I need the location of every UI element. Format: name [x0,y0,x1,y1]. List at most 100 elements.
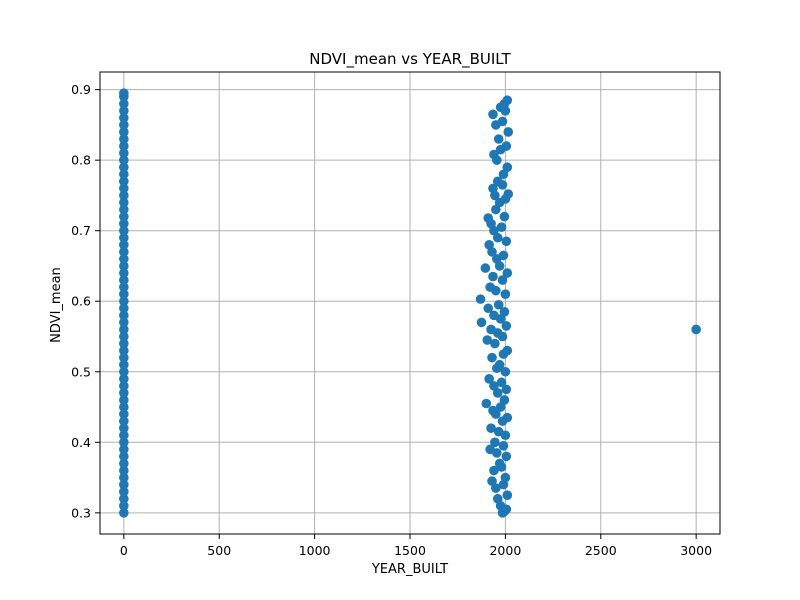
scatter-point [489,381,499,391]
scatter-point [119,155,129,165]
scatter-point [492,493,503,504]
scatter-point [119,120,129,130]
y-axis-label: NDVI_mean [49,267,64,343]
scatter-point [492,388,503,398]
scatter-point [501,141,512,151]
scatter-point [496,377,507,388]
scatter-point [119,162,129,173]
scatter-point [119,169,129,180]
scatter-point [119,416,129,426]
scatter-point [499,395,510,405]
scatter-point [119,282,129,292]
scatter-point [119,331,129,342]
x-tick-label: 0 [120,543,128,558]
scatter-point [119,268,129,278]
scatter-point [691,324,701,335]
scatter-point [119,240,129,250]
scatter-point [119,402,129,412]
scatter-point [502,490,513,501]
scatter-point [119,218,129,229]
x-axis-ticks: 0 500 1000 1500 2000 2500 3000 [120,534,712,558]
scatter-point [119,296,129,307]
scatter-point [119,430,129,441]
scatter-point [488,271,498,282]
scatter-point [502,95,513,106]
scatter-point [119,388,129,398]
scatter-point [489,465,499,476]
x-axis-label: YEAR_BUILT [371,562,448,577]
scatter-point [119,359,129,370]
scatter-point [485,444,495,455]
scatter-point [487,476,497,486]
scatter-point [490,338,500,349]
scatter-point [486,423,496,433]
scatter-point [497,116,508,127]
scatter-point [119,374,129,384]
scatter-point [498,169,509,180]
scatter-point [119,190,129,201]
scatter-point [475,294,486,304]
chart-title: NDVI_mean vs YEAR_BUILT [309,50,511,69]
scatter-point [119,204,129,215]
scatter-point [494,359,505,370]
scatter-point [119,148,129,158]
scatter-point [119,261,129,271]
scatter-point [119,409,129,419]
scatter-point [119,197,129,208]
scatter-point [501,451,512,462]
scatter-point [493,426,504,437]
scatter-point [487,352,497,363]
scatter-point [119,141,129,151]
scatter-point [119,479,129,490]
scatter-point [500,472,511,483]
scatter-point [119,303,129,314]
scatter-point [491,483,501,493]
scatter-point [484,240,494,250]
y-tick-label: 0.5 [71,364,91,379]
scatter-point [119,324,129,335]
scatter-point [119,176,129,187]
x-tick-label: 500 [207,543,231,558]
scatter-point [119,134,129,144]
scatter-point [119,352,129,363]
scatter-point [492,232,503,243]
scatter-point [119,310,129,321]
x-tick-label: 1500 [394,543,426,558]
scatter-point [119,98,129,109]
x-tick-label: 2000 [489,543,521,558]
y-tick-label: 0.3 [71,505,91,520]
y-tick-label: 0.9 [71,82,91,97]
scatter-point [119,275,129,285]
scatter-point [119,465,129,476]
scatter-point [119,508,129,518]
x-tick-label: 3000 [680,543,712,558]
scatter-point [483,213,494,223]
scatter-point [119,381,129,391]
y-tick-label: 0.6 [71,294,91,309]
scatter-point [481,398,492,409]
scatter-point [500,366,511,377]
scatter-point [119,289,129,299]
scatter-point [119,211,129,222]
x-tick-label: 1000 [299,543,331,558]
scatter-point [119,225,129,236]
scatter-point [502,268,513,278]
scatter-point [476,317,487,328]
scatter-point [119,458,129,469]
scatter-point [503,189,514,199]
scatter-point [489,310,499,321]
scatter-point [503,127,514,137]
scatter-point [498,441,509,451]
scatter-point [119,500,129,511]
scatter-point [119,232,129,243]
scatter-point [119,366,129,377]
scatter-point [495,402,506,412]
scatter-point [501,384,512,395]
scatter-point [493,299,504,310]
scatter-point [119,437,129,448]
y-tick-label: 0.4 [71,435,91,450]
scatter-point [119,395,129,405]
scatter-point [499,211,510,222]
scatter-point [490,437,500,448]
